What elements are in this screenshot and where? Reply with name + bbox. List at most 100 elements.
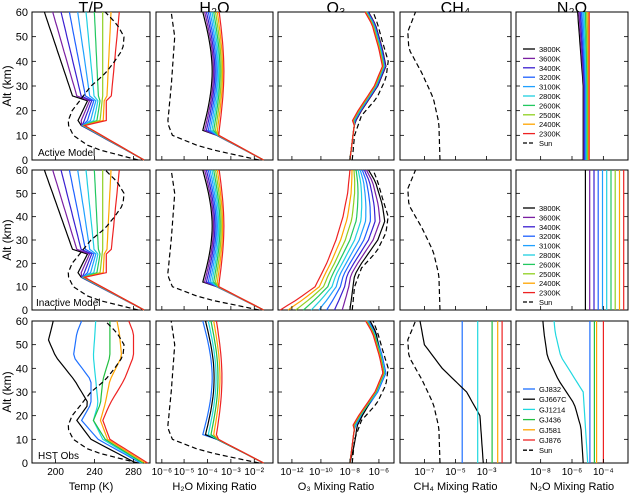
y-tick-label: 10 — [16, 282, 28, 294]
o3-line-2400K — [287, 169, 353, 311]
legend-label: 2500K — [539, 270, 561, 279]
legend-label: 3400K — [539, 223, 561, 232]
legend-label: Sun — [539, 446, 552, 455]
legend-label: 2300K — [539, 130, 561, 139]
y-tick-label: 40 — [16, 56, 28, 68]
y-tick-label: 30 — [16, 235, 28, 247]
x-axis-label: N₂O Mixing Ratio — [530, 481, 614, 493]
y-tick-label: 60 — [16, 7, 28, 19]
panel-frame — [399, 11, 512, 161]
n2o-line-3800K — [577, 11, 584, 160]
x-tick-label: 10⁻⁵ — [445, 467, 466, 478]
ch4-obs-line-sun — [407, 320, 441, 464]
x-tick-label: 10⁻⁴ — [197, 467, 218, 478]
o3-line-3800K — [349, 169, 386, 311]
x-tick-label: 10⁻³ — [477, 467, 497, 478]
tp-obs-line-GJ832 — [73, 320, 141, 464]
model-row2-legend: 3800K3600K3400K3200K3100K2800K2600K2500K… — [523, 204, 561, 307]
row-label: HST Obs — [38, 451, 79, 462]
x-tick-label: 10⁻⁶ — [152, 467, 173, 478]
y-tick-label: 20 — [16, 258, 28, 270]
y-tick-label: 60 — [16, 165, 28, 177]
x-tick-label: 10⁻⁴ — [593, 467, 614, 478]
o3-line-3600K — [341, 169, 381, 311]
y-tick-label: 50 — [16, 32, 28, 44]
tp-obs-line-sun — [67, 320, 139, 464]
legend-label: 3800K — [539, 204, 561, 213]
y-axis-label: Alt (km) — [0, 371, 14, 412]
y-axis-label: Alt (km) — [0, 219, 14, 260]
x-tick-label: 10⁻¹² — [280, 467, 304, 478]
tp-line-2300K — [82, 11, 145, 161]
n2o-line-2800K — [583, 11, 588, 160]
y-tick-label: 20 — [16, 411, 28, 423]
panel-frame — [155, 320, 274, 464]
legend-label: 3600K — [539, 213, 561, 222]
x-tick-label: 10⁻² — [244, 467, 264, 478]
h2o-line-sun — [167, 169, 260, 311]
o3-line-3200K — [326, 169, 372, 311]
n2o-line-3200K — [580, 11, 586, 160]
row-label: Active Model — [38, 148, 95, 159]
y-axis-label: Alt (km) — [0, 65, 14, 106]
legend-label: 3100K — [539, 242, 561, 251]
o3-line-2300K — [279, 169, 351, 311]
y-tick-label: 0 — [22, 155, 28, 167]
tp-line-sun — [67, 11, 139, 161]
x-tick-label: 10⁻⁶ — [562, 467, 583, 478]
legend-label: 2600K — [539, 101, 561, 110]
y-tick-label: 10 — [16, 130, 28, 142]
h2o-line-sun — [167, 11, 260, 161]
legend-label: 2400K — [539, 120, 561, 129]
panel-frame — [399, 320, 512, 464]
legend-label: 2300K — [539, 289, 561, 298]
model-row1-legend: 3800K3600K3400K3200K3100K2800K2600K2500K… — [523, 45, 561, 148]
y-tick-label: 20 — [16, 106, 28, 118]
x-axis-label: H₂O Mixing Ratio — [172, 481, 256, 493]
x-tick-label: 280 — [125, 467, 142, 478]
tp-obs-line-GJ436 — [92, 321, 144, 464]
legend-label: 3800K — [539, 45, 561, 54]
legend-label: 2600K — [539, 260, 561, 269]
x-tick-label: 10⁻⁷ — [414, 467, 434, 478]
legend-label: Sun — [539, 139, 552, 148]
x-axis-label: O₃ Mixing Ratio — [298, 481, 375, 493]
o3-obs-line-sun — [351, 320, 389, 464]
y-tick-label: 0 — [22, 305, 28, 317]
y-tick-label: 40 — [16, 212, 28, 224]
o3-line-2800K — [310, 169, 363, 311]
n2o-line-2600K — [584, 11, 588, 160]
y-tick-label: 10 — [16, 434, 28, 446]
y-tick-label: 30 — [16, 81, 28, 93]
tp-obs-line-GJ667C — [47, 320, 137, 464]
legend-label: 3200K — [539, 232, 561, 241]
n2o-line-2500K — [586, 12, 589, 160]
legend-label: 2400K — [539, 279, 561, 288]
legend-label: GJ1214 — [539, 405, 565, 414]
tp-obs-line-GJ876 — [102, 320, 148, 464]
x-tick-label: 10⁻⁸ — [530, 467, 551, 478]
legend-label: 3400K — [539, 64, 561, 73]
x-tick-label: 10⁻⁸ — [340, 467, 361, 478]
panel-frame — [399, 169, 512, 311]
o3-obs-line-GJ876 — [349, 320, 384, 464]
legend-label: 2800K — [539, 92, 561, 101]
x-axis-label: Temp (K) — [69, 481, 114, 493]
legend-label: 3100K — [539, 83, 561, 92]
legend-label: GJ876 — [539, 436, 561, 445]
n2o-obs-line-GJ1214 — [553, 320, 589, 464]
legend-label: GJ832 — [539, 385, 561, 394]
tp-line-sun — [67, 169, 139, 311]
legend-label: 3200K — [539, 73, 561, 82]
legend-label: 2800K — [539, 251, 561, 260]
panel-frame — [515, 169, 629, 311]
o3-line-2600K — [303, 169, 359, 311]
h2o-obs-line-sun — [167, 320, 260, 464]
legend-label: Sun — [539, 298, 552, 307]
y-tick-label: 40 — [16, 363, 28, 375]
legend-label: GJ436 — [539, 416, 561, 425]
x-tick-label: 10⁻¹⁰ — [309, 467, 333, 478]
panel-frame — [31, 11, 151, 161]
h2o-line-2300K — [218, 169, 264, 311]
